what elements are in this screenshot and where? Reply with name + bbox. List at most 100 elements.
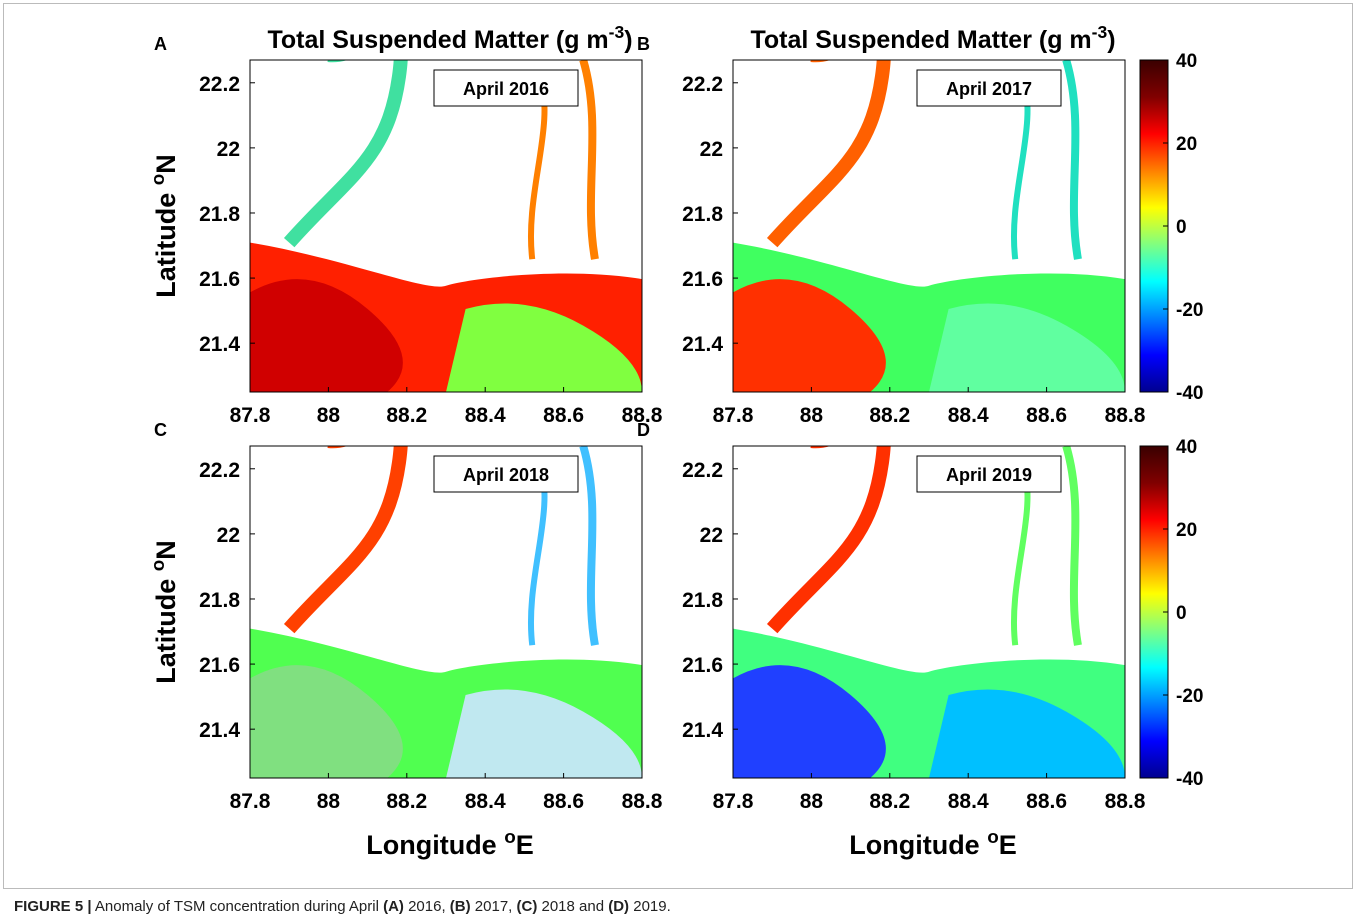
plot-frame xyxy=(249,59,643,393)
colorbar-tick-label: 0 xyxy=(1176,217,1187,238)
map-panel: 21.4 21.6 21.8 22 22.2 87.8 88 88.2 88.4 88.6 88.8… xyxy=(154,34,663,427)
y-tick-label: 21.4 xyxy=(199,719,240,742)
map-image xyxy=(250,60,642,392)
x-axis-label-main: Longitude xyxy=(366,830,504,860)
y-tick-label: 22.2 xyxy=(199,459,240,482)
x-axis-label-main: Longitude xyxy=(849,830,987,860)
y-axis-label-main: Latitude xyxy=(151,185,181,298)
x-tick-label: 88.8 xyxy=(622,790,663,813)
y-tick-label: 21.4 xyxy=(682,333,723,356)
river xyxy=(283,446,408,634)
y-tick-label: 22 xyxy=(700,138,723,161)
y-tick-label: 22.2 xyxy=(682,73,723,96)
panel-title-sup: -3 xyxy=(609,22,625,42)
caption-text: (A) xyxy=(383,898,404,915)
panel-title-end: ) xyxy=(1107,26,1115,54)
sea-patch xyxy=(250,279,403,392)
sea-patch xyxy=(929,689,1125,778)
sea-patch xyxy=(446,303,642,392)
x-tick-label: 88.6 xyxy=(1026,790,1067,813)
annotation-box xyxy=(433,455,579,493)
x-tick-label: 87.8 xyxy=(230,404,271,427)
map-panel: 21.4 21.6 21.8 22 22.2 87.8 88 88.2 88.4 88.6 88.8… xyxy=(154,420,663,813)
x-tick-label: 88.4 xyxy=(948,404,989,427)
island xyxy=(366,196,416,261)
colorbar-tick-label: -20 xyxy=(1176,300,1203,321)
panel-label: B xyxy=(637,34,650,54)
y-tick-label: 22 xyxy=(217,138,240,161)
figure: 21.4 21.6 21.8 22 22.2 87.8 88 88.2 88.4 88.6 88.8… xyxy=(148,22,1203,860)
panel-label: C xyxy=(154,420,167,440)
sea-patch xyxy=(733,279,886,392)
y-tick-label: 21.8 xyxy=(682,203,723,226)
x-tick-label: 88.6 xyxy=(543,790,584,813)
map-image xyxy=(250,446,642,778)
x-tick-label: 88 xyxy=(317,404,341,427)
x-tick-label: 88.4 xyxy=(948,790,989,813)
sea-patch xyxy=(250,665,403,778)
x-tick-label: 88.4 xyxy=(465,790,506,813)
y-axis-label-sup: o xyxy=(148,560,169,572)
plot-frame xyxy=(249,445,643,779)
y-axis-label-main: Latitude xyxy=(151,571,181,684)
caption-text: FIGURE 5 | xyxy=(14,898,92,915)
colorbar-tick-label: 20 xyxy=(1176,134,1197,155)
island xyxy=(849,196,899,261)
colorbar-tick-label: 40 xyxy=(1176,437,1197,458)
river xyxy=(766,60,891,248)
panel-title-sup: -3 xyxy=(1092,22,1108,42)
y-tick-label: 22 xyxy=(217,524,240,547)
island xyxy=(849,582,899,647)
y-tick-label: 21.8 xyxy=(682,589,723,612)
y-tick-label: 21.6 xyxy=(199,654,240,677)
figure-frame xyxy=(3,3,1353,889)
caption: FIGURE 5 | Anomaly of TSM concentration … xyxy=(14,898,671,915)
map-panel: 21.4 21.6 21.8 22 22.2 87.8 88 88.2 88.4 88.6 88.8… xyxy=(637,34,1203,427)
y-axis-label-sup: o xyxy=(148,174,169,186)
y-axis-label-end: N xyxy=(151,540,181,560)
x-axis-label-sup: o xyxy=(504,827,516,848)
x-axis-label-end: E xyxy=(999,830,1017,860)
x-tick-label: 87.8 xyxy=(713,790,754,813)
colorbar-tick-label: -40 xyxy=(1176,769,1203,790)
x-tick-label: 87.8 xyxy=(713,404,754,427)
y-tick-label: 22.2 xyxy=(682,459,723,482)
x-axis-label: Longitude oE xyxy=(366,827,534,860)
river xyxy=(1062,60,1082,260)
panel-title-main: Total Suspended Matter (g m xyxy=(750,26,1091,54)
y-axis-label: Latitude oN xyxy=(148,154,181,298)
y-axis-label: Latitude oN xyxy=(148,540,181,684)
x-tick-label: 88.8 xyxy=(622,404,663,427)
map-image xyxy=(733,60,1125,392)
annotation: April 2019 xyxy=(946,465,1032,485)
caption-text: 2016, xyxy=(403,898,450,915)
river xyxy=(283,60,408,248)
map-image xyxy=(733,446,1125,778)
y-axis-label-end: N xyxy=(151,154,181,174)
x-tick-label: 88.2 xyxy=(386,404,427,427)
x-tick-label: 88.8 xyxy=(1105,404,1146,427)
colorbar-tick-label: -20 xyxy=(1176,686,1203,707)
panel-title-end: ) xyxy=(624,26,632,54)
y-tick-label: 21.6 xyxy=(199,268,240,291)
y-tick-label: 21.6 xyxy=(682,268,723,291)
plot-frame xyxy=(732,59,1126,393)
caption-text: 2017, xyxy=(470,898,517,915)
sea-patch xyxy=(446,689,642,778)
caption-text: 2018 and xyxy=(537,898,609,915)
sea-patch xyxy=(929,303,1125,392)
map-panel: 21.4 21.6 21.8 22 22.2 87.8 88 88.2 88.4 88.6 88.8… xyxy=(637,420,1203,813)
x-tick-label: 87.8 xyxy=(230,790,271,813)
plot-frame xyxy=(732,445,1126,779)
river xyxy=(1062,446,1082,646)
x-tick-label: 88 xyxy=(800,790,824,813)
annotation-box xyxy=(916,455,1062,493)
x-axis-label-sup: o xyxy=(987,827,999,848)
colorbar-tick-label: 20 xyxy=(1176,520,1197,541)
panel-title: Total Suspended Matter (g m-3) xyxy=(267,22,632,54)
x-tick-label: 88 xyxy=(317,790,341,813)
x-tick-label: 88.2 xyxy=(869,790,910,813)
y-tick-label: 21.4 xyxy=(199,333,240,356)
caption-text: (C) xyxy=(516,898,538,915)
